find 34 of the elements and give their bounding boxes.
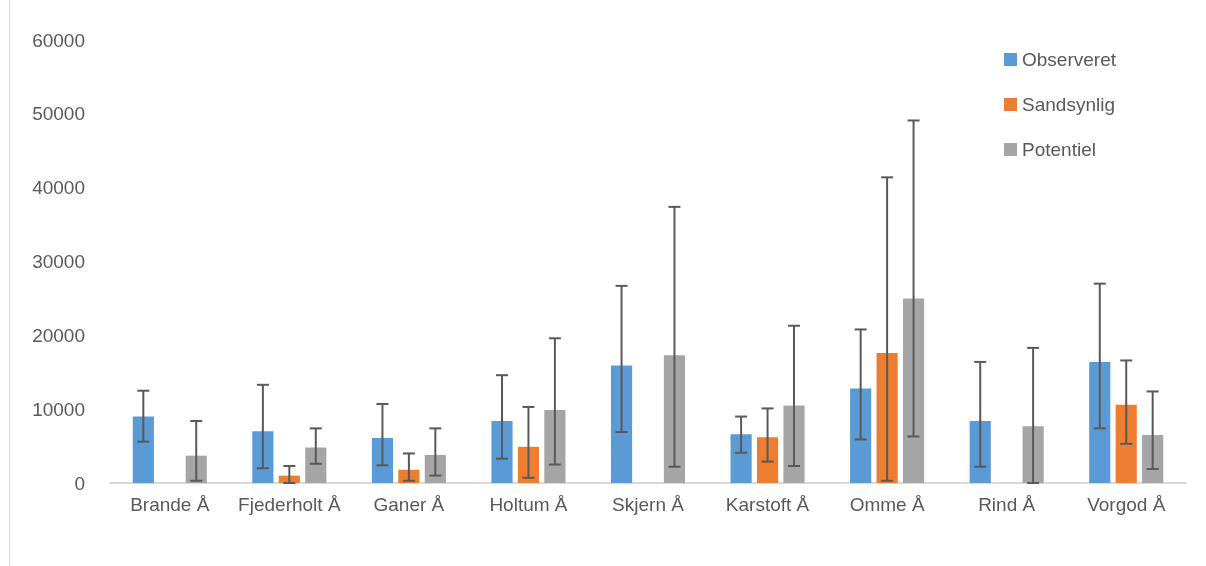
legend-label: Sandsynlig [1022,94,1115,115]
y-tick-label: 0 [74,472,85,494]
bar [252,431,274,483]
bar [1115,404,1137,483]
bar [305,447,327,483]
bar [850,388,872,483]
bar [132,416,154,483]
y-tick-label: 40000 [32,177,85,199]
x-tick-label: Holtum Å [489,494,568,515]
legend-label: Observeret [1022,49,1117,70]
x-tick-label: Omme Å [849,494,925,515]
bar [730,434,752,483]
y-tick-label: 10000 [32,398,85,420]
bar [1142,435,1164,483]
x-tick-label: Fjederholt Å [238,494,341,515]
y-tick-label: 50000 [32,103,85,125]
x-tick-label: Rind Å [978,494,1036,515]
x-tick-label: Karstoft Å [725,494,810,515]
y-tick-label: 20000 [32,324,85,346]
bar [1089,361,1111,483]
bar [544,409,566,483]
bar [783,405,805,483]
x-tick-label: Brande Å [130,494,210,515]
bar [371,437,394,483]
bar [491,420,513,483]
legend-label: Potentiel [1022,139,1096,160]
bar [610,365,633,483]
x-tick-label: Skjern Å [612,494,685,515]
x-tick-label: Vorgod Å [1087,494,1166,515]
bar [902,298,925,483]
bar [969,420,991,483]
x-tick-label: Ganer Å [373,494,445,515]
y-tick-label: 60000 [32,29,85,51]
y-tick-label: 30000 [32,251,85,272]
